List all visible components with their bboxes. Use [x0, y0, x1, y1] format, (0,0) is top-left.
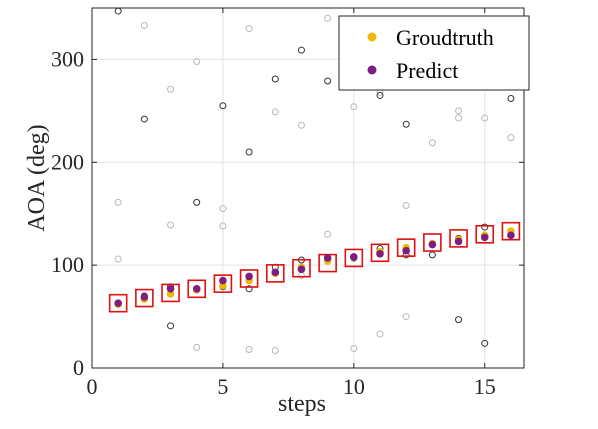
- predict-point: [166, 285, 175, 293]
- candidate-point-dark: [481, 223, 489, 231]
- candidate-point-light: [219, 222, 227, 230]
- predict-point: [402, 246, 410, 255]
- candidate-point-light: [193, 57, 201, 65]
- candidate-points: [114, 7, 515, 355]
- y-tick-label: 100: [51, 252, 84, 277]
- candidate-point-light: [402, 313, 410, 321]
- candidate-point-light: [324, 230, 332, 238]
- predict-point: [297, 265, 306, 274]
- groundtruth-box: [239, 269, 259, 288]
- predict-point: [271, 268, 280, 277]
- groundtruth-box: [423, 233, 442, 252]
- candidate-point-light: [114, 255, 122, 263]
- candidate-point-light: [402, 201, 410, 209]
- legend-groundtruth-marker: [367, 32, 377, 42]
- candidate-point-light: [271, 347, 279, 355]
- groundtruth-box: [344, 248, 364, 268]
- predict-point: [192, 285, 201, 293]
- candidate-point-light: [271, 108, 279, 116]
- candidate-point-light: [455, 107, 463, 115]
- candidate-point-dark: [324, 77, 332, 85]
- groundtruth-box: [501, 221, 521, 241]
- x-tick-label: 5: [217, 374, 228, 399]
- groundtruth-box: [161, 283, 180, 303]
- candidate-point-dark: [481, 339, 489, 347]
- predict-series: [114, 231, 515, 308]
- x-tick-label: 15: [474, 374, 496, 399]
- x-tick-label: 10: [343, 374, 365, 399]
- candidate-point-light: [219, 205, 227, 213]
- groundtruth-box: [187, 279, 207, 299]
- candidate-point-light: [428, 139, 436, 147]
- candidate-point-light: [481, 114, 489, 122]
- candidate-point-dark: [428, 251, 436, 259]
- candidate-point-light: [455, 114, 463, 122]
- predict-point: [219, 276, 227, 285]
- candidate-point-light: [193, 343, 201, 351]
- groundtruth-box: [396, 238, 416, 257]
- candidate-point-light: [297, 121, 305, 129]
- candidate-point-dark: [376, 91, 384, 99]
- candidate-point-dark: [297, 46, 305, 54]
- predict-point: [428, 240, 437, 249]
- candidate-point-light: [376, 330, 384, 338]
- groundtruth-box: [370, 243, 390, 263]
- predict-point: [350, 253, 358, 261]
- candidate-point-dark: [245, 285, 253, 293]
- groundtruth-box: [213, 274, 233, 293]
- candidate-point-dark: [271, 75, 279, 83]
- predict-point: [454, 237, 463, 246]
- legend-predict-label: Predict: [396, 58, 458, 83]
- predict-point: [376, 250, 384, 258]
- x-tick-label: 0: [87, 374, 98, 399]
- candidate-point-light: [350, 103, 358, 111]
- candidate-point-light: [114, 198, 122, 206]
- candidate-point-dark: [455, 316, 463, 324]
- plot-frame: [91, 7, 525, 369]
- predict-point: [140, 293, 149, 301]
- predict-point: [323, 254, 332, 262]
- groundtruth-box: [292, 258, 311, 278]
- y-tick-label: 300: [51, 46, 84, 71]
- y-tick-label: 0: [73, 355, 84, 380]
- candidate-point-dark: [507, 95, 515, 103]
- groundtruth-box: [108, 293, 128, 313]
- legend-predict-marker: [367, 65, 377, 75]
- groundtruth-box: [475, 224, 495, 244]
- x-axis-label: steps: [278, 391, 326, 417]
- candidate-point-dark: [167, 322, 175, 330]
- predict-point: [507, 231, 515, 240]
- groundtruth-box: [265, 264, 285, 283]
- candidate-point-light: [350, 344, 358, 352]
- candidate-point-light: [167, 221, 175, 229]
- candidate-point-light: [507, 134, 515, 142]
- candidate-point-light: [140, 21, 148, 29]
- predict-point: [114, 299, 122, 308]
- candidate-point-light: [245, 25, 253, 33]
- groundtruth-series: [114, 227, 515, 309]
- y-tick-label: 200: [51, 149, 84, 174]
- predict-point: [480, 233, 489, 242]
- groundtruth-box: [449, 229, 468, 248]
- legend-box: [338, 15, 530, 91]
- candidate-point-dark: [245, 148, 253, 156]
- candidate-point-dark: [140, 115, 148, 123]
- candidate-point-dark: [114, 7, 122, 15]
- candidate-point-light: [245, 345, 253, 353]
- predict-point: [245, 272, 253, 281]
- candidate-point-dark: [219, 102, 227, 110]
- y-axis-label: AOA (deg): [24, 124, 50, 231]
- candidate-point-light: [324, 14, 332, 22]
- candidate-point-dark: [193, 198, 201, 206]
- legend: Groudtruth Predict: [338, 15, 530, 91]
- tick-labels: 0 5 10 15 0 100 200 300: [51, 46, 496, 399]
- legend-groundtruth-label: Groudtruth: [396, 25, 494, 50]
- candidate-point-dark: [402, 120, 410, 128]
- groundtruth-box: [135, 288, 154, 308]
- candidate-point-light: [167, 85, 175, 93]
